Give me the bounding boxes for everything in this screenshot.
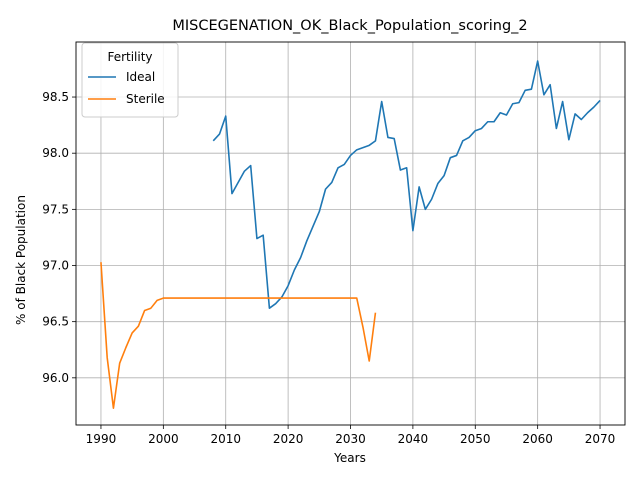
legend-label-ideal: Ideal	[126, 70, 155, 84]
x-tick-label: 2010	[210, 432, 241, 446]
y-tick-label: 97.0	[42, 259, 69, 273]
legend: Fertility Ideal Sterile	[81, 42, 179, 118]
x-tick-label: 2060	[522, 432, 553, 446]
legend-label-sterile: Sterile	[126, 92, 165, 106]
y-tick-label: 98.5	[42, 90, 69, 104]
x-axis-label: Years	[333, 451, 366, 465]
x-tick-label: 2040	[398, 432, 429, 446]
chart-title: MISCEGENATION_OK_Black_Population_scorin…	[172, 18, 527, 34]
x-tick-label: 2000	[148, 432, 179, 446]
y-tick-label: 96.0	[42, 371, 69, 385]
x-tick-label: 2070	[585, 432, 616, 446]
y-axis-ticks: 96.0 96.5 97.0 97.5 98.0 98.5	[42, 90, 76, 385]
x-tick-label: 2030	[335, 432, 366, 446]
x-axis-ticks: 1990 2000 2010 2020 2030 2040 2050 2060 2070	[86, 425, 616, 446]
x-tick-label: 1990	[86, 432, 117, 446]
grid	[76, 42, 625, 425]
x-tick-label: 2050	[460, 432, 491, 446]
series-lines	[100, 60, 601, 409]
y-tick-label: 98.0	[42, 146, 69, 160]
x-tick-label: 2020	[273, 432, 304, 446]
y-tick-label: 96.5	[42, 315, 69, 329]
y-axis-label: % of Black Population	[14, 195, 28, 325]
legend-title: Fertility	[107, 50, 152, 64]
series-line-ideal	[212, 60, 601, 309]
series-line-sterile	[100, 262, 377, 409]
y-tick-label: 97.5	[42, 202, 69, 216]
